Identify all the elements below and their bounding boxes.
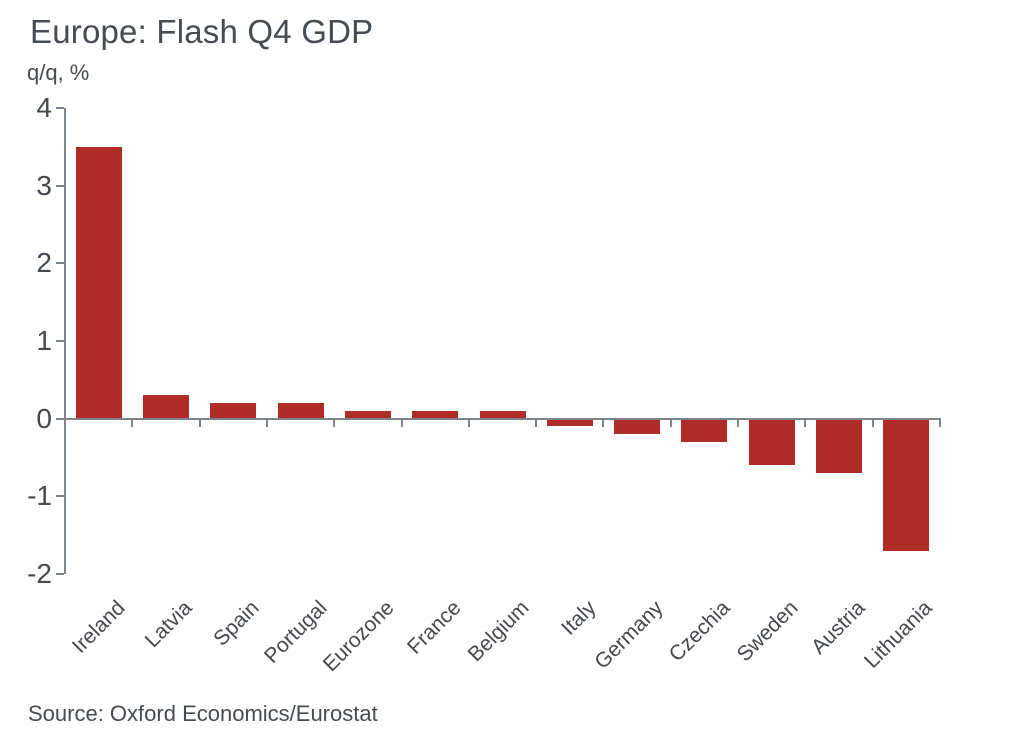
- y-tick: [56, 262, 64, 265]
- y-tick-label: 1: [36, 325, 52, 356]
- x-tick: [804, 419, 807, 427]
- bar-germany: [614, 418, 661, 435]
- y-axis: [64, 108, 66, 574]
- y-tick: [56, 573, 64, 575]
- bar-czechia: [681, 418, 728, 442]
- bar-lithuania: [883, 418, 930, 551]
- bar-latvia: [142, 395, 189, 419]
- source-note: Source: Oxford Economics/Eurostat: [28, 701, 378, 726]
- x-tick: [64, 419, 66, 427]
- y-tick: [56, 417, 64, 420]
- bar-ireland: [75, 146, 122, 419]
- bar-eurozone: [344, 410, 391, 419]
- y-tick-label: -1: [27, 480, 52, 512]
- y-tick: [56, 340, 64, 342]
- x-tick: [939, 419, 941, 427]
- x-tick: [737, 419, 740, 427]
- bar-portugal: [277, 403, 324, 419]
- y-tick-label: 3: [36, 169, 52, 201]
- y-tick-label: -2: [27, 558, 52, 589]
- x-tick: [333, 419, 336, 427]
- y-tick-label: 4: [36, 92, 52, 123]
- y-tick: [56, 107, 64, 109]
- chart-title: Europe: Flash Q4 GDP: [30, 13, 374, 50]
- y-tick: [56, 184, 64, 187]
- x-tick: [669, 419, 672, 427]
- y-axis-unit-label: q/q, %: [27, 60, 90, 85]
- y-tick: [56, 495, 64, 498]
- x-tick: [198, 419, 201, 427]
- x-axis: [64, 417, 941, 420]
- bar-sweden: [748, 418, 795, 466]
- x-tick: [535, 419, 538, 427]
- bar-spain: [210, 403, 257, 419]
- x-tick: [467, 419, 470, 427]
- bar-italy: [546, 418, 593, 427]
- x-tick: [400, 419, 403, 427]
- x-tick: [265, 419, 268, 427]
- bar-austria: [816, 418, 863, 474]
- bar-france: [412, 410, 459, 419]
- bar-belgium: [479, 410, 526, 419]
- x-tick: [871, 419, 874, 427]
- x-tick: [602, 419, 605, 427]
- y-tick-label: 0: [36, 402, 52, 434]
- x-tick: [131, 419, 134, 427]
- y-tick-label: 2: [36, 247, 52, 279]
